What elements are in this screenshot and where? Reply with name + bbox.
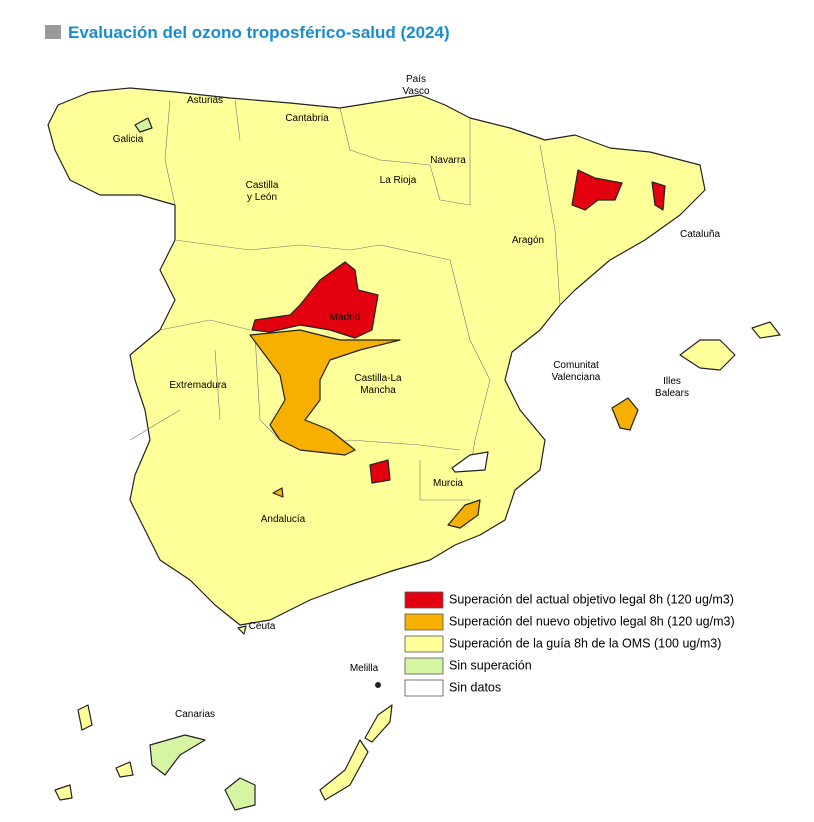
region-label: Castilla [246, 180, 279, 191]
red-zone-cat2 [651, 181, 666, 211]
region-label: Extremadura [169, 380, 227, 391]
red-zone-madrid [251, 261, 379, 339]
region-label: Comunitat [553, 360, 599, 371]
legend-swatch [404, 679, 444, 697]
canary-4 [54, 784, 73, 801]
melilla [375, 682, 381, 688]
region-label: Mancha [360, 385, 396, 396]
ceuta [237, 625, 247, 635]
ibiza [611, 397, 639, 431]
canary-2 [149, 734, 206, 776]
legend-label: Superación del actual objetivo legal 8h … [449, 592, 734, 606]
red-zone-cat1 [571, 169, 623, 211]
region-label: Ceuta [249, 621, 276, 632]
region-label: País [406, 74, 426, 85]
green-zone-galicia [134, 117, 153, 133]
menorca [751, 321, 781, 339]
legend-label: Superación de la guía 8h de la OMS (100 … [449, 636, 721, 650]
mallorca [679, 339, 736, 371]
canary-1 [77, 704, 93, 731]
region-label: Canarias [175, 709, 215, 720]
legend-label: Sin datos [449, 680, 501, 694]
orange-zone [249, 329, 401, 456]
region-label: La Rioja [380, 175, 417, 186]
region-label: Galicia [113, 134, 144, 145]
legend-swatch [404, 635, 444, 653]
legend-swatch [404, 591, 444, 609]
region-label: Navarra [430, 155, 466, 166]
canary-7 [364, 704, 393, 743]
legend: Superación del actual objetivo legal 8h … [404, 591, 735, 697]
region-label: Andalucía [261, 514, 306, 525]
region-label: Illes [663, 376, 681, 387]
no-data-zone [451, 451, 489, 473]
region-label: Cantabria [285, 113, 329, 124]
canary-5 [224, 777, 256, 811]
legend-label: Superación del nuevo objetivo legal 8h (… [449, 614, 735, 628]
region-label: Balears [655, 388, 689, 399]
spain-map [47, 87, 781, 811]
region-label: Madrid [330, 312, 361, 323]
mainland [47, 87, 706, 626]
orange-zone-small [272, 487, 284, 498]
title-marker [45, 25, 61, 39]
region-label: y León [247, 192, 277, 203]
region-label: Murcia [433, 478, 463, 489]
legend-swatch [404, 613, 444, 631]
canary-6 [319, 739, 369, 801]
canary-3 [115, 761, 134, 778]
region-label: Asturias [187, 95, 223, 106]
region-label: Cataluña [680, 229, 720, 240]
map-title: Evaluación del ozono troposférico-salud … [68, 23, 450, 42]
region-label: Valenciana [552, 372, 601, 383]
region-label: Vasco [402, 86, 429, 97]
red-zone-south [369, 459, 391, 484]
region-label: Castilla-La [354, 373, 402, 384]
legend-label: Sin superación [449, 658, 532, 672]
legend-swatch [404, 657, 444, 675]
region-label: Melilla [350, 663, 379, 674]
region-label: Aragón [512, 235, 544, 246]
orange-zone-murcia [447, 499, 481, 529]
